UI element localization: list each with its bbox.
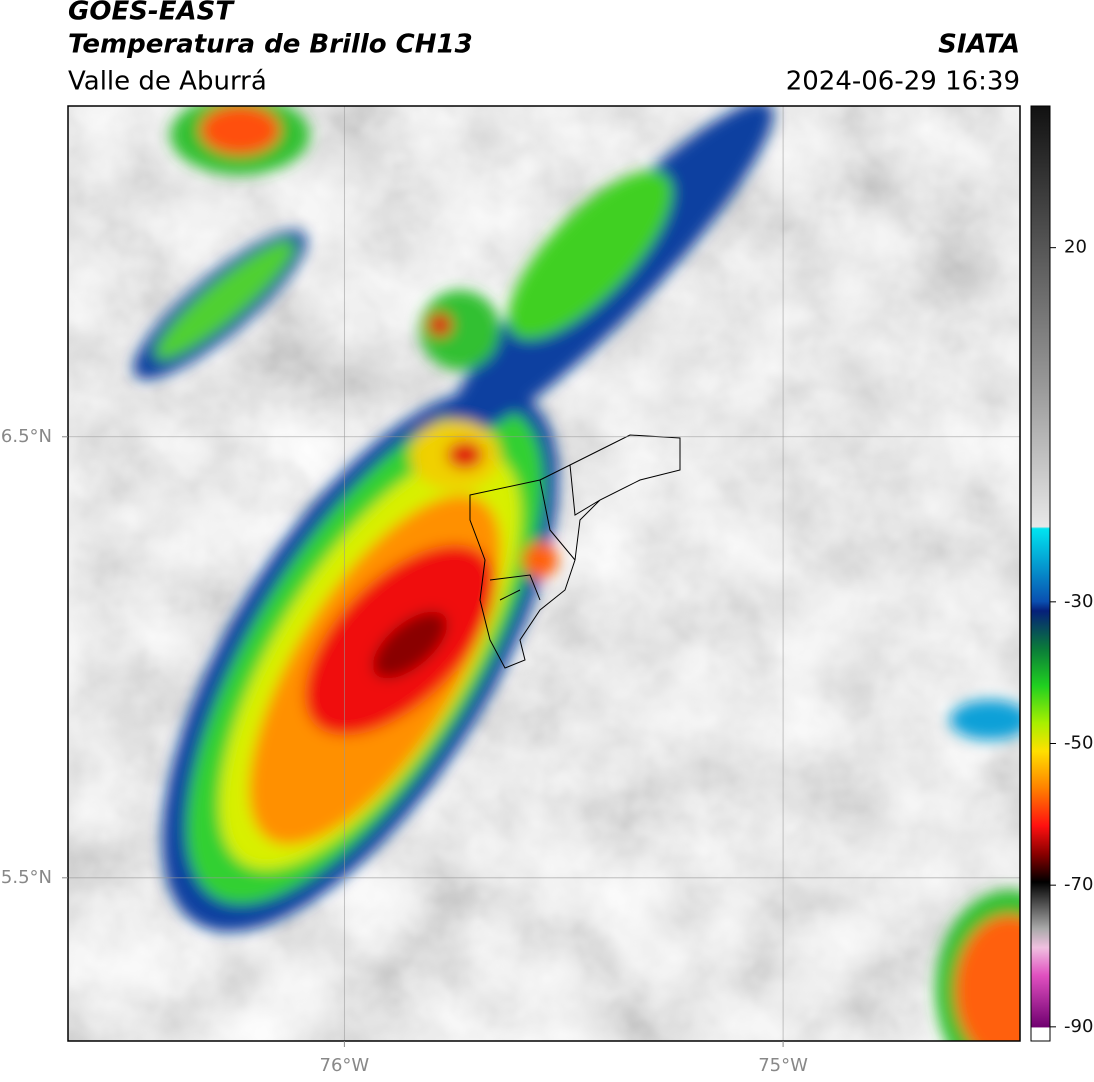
colorbar-tick-label: -70 <box>1064 874 1093 895</box>
municipal-boundaries <box>469 434 681 669</box>
title: GOES-EAST <box>68 0 235 27</box>
grid <box>68 106 1020 1041</box>
y-tick-label: 6.5°N <box>1 426 52 447</box>
y-tick-label: 5.5°N <box>1 867 52 888</box>
colorbar-tick-label: -90 <box>1064 1016 1093 1037</box>
x-tick-label: 75°W <box>758 1055 808 1076</box>
subtitle: Temperatura de Brillo CH13 <box>68 30 473 60</box>
region: Valle de Aburrá <box>68 67 267 97</box>
colorbar-tick-label: 20 <box>1064 237 1087 258</box>
datetime: 2024-06-29 16:39 <box>786 67 1020 97</box>
source: SIATA <box>938 30 1020 60</box>
colorbar-tick-label: -30 <box>1064 591 1093 612</box>
map-image <box>68 106 1020 1041</box>
colorbar <box>1030 105 1051 1042</box>
x-tick-label: 76°W <box>320 1055 370 1076</box>
cloud-tops <box>133 106 1020 1041</box>
map-frame <box>67 105 1021 1042</box>
colorbar-tick-label: -50 <box>1064 733 1093 754</box>
